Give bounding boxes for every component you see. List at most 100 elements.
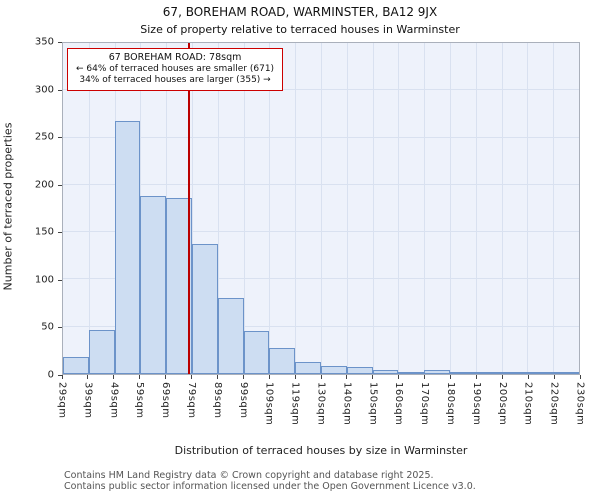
x-tick-mark — [579, 375, 581, 379]
histogram-bar — [501, 372, 528, 374]
histogram-bar — [346, 367, 373, 374]
x-tick-label: 130sqm — [315, 382, 327, 426]
v-gridline — [450, 43, 451, 374]
y-tick-label: 250 — [34, 131, 54, 143]
histogram-bar — [192, 243, 218, 374]
v-gridline — [192, 43, 193, 374]
y-tick-label: 150 — [34, 226, 54, 238]
x-tick-label: 49sqm — [108, 382, 120, 419]
x-tick-label: 109sqm — [263, 382, 275, 426]
histogram-bar — [424, 370, 450, 374]
x-tick-mark — [216, 375, 218, 379]
y-tick-label: 200 — [34, 179, 54, 191]
chart-subtitle: Size of property relative to terraced ho… — [140, 23, 460, 36]
x-tick-label: 230sqm — [574, 382, 586, 426]
histogram-bar — [450, 372, 476, 374]
histogram-bar — [63, 356, 89, 374]
x-tick-mark — [242, 375, 244, 379]
y-axis: 0 50 100 150 200 250 300 350 — [0, 37, 62, 381]
x-tick-mark — [268, 375, 270, 379]
v-gridline — [475, 43, 477, 374]
y-tick-mark — [58, 327, 62, 329]
histogram-bar — [243, 330, 270, 374]
x-tick-mark — [346, 375, 348, 379]
x-tick-label: 170sqm — [419, 382, 431, 426]
footer-attribution-line2: Contains public sector information licen… — [64, 481, 476, 492]
v-gridline — [553, 43, 555, 374]
x-tick-mark — [527, 375, 529, 379]
y-tick-mark — [58, 184, 62, 186]
x-tick-label: 119sqm — [289, 382, 301, 426]
histogram-bar — [321, 365, 347, 374]
footer-attribution-line1: Contains HM Land Registry data © Crown c… — [64, 470, 434, 481]
v-gridline — [501, 43, 503, 374]
annotation-box: 67 BOREHAM ROAD: 78sqm ← 64% of terraced… — [67, 48, 284, 91]
x-tick-mark — [398, 375, 400, 379]
x-tick-label: 79sqm — [186, 382, 197, 419]
y-tick-mark — [58, 279, 62, 281]
x-tick-label: 220sqm — [548, 382, 560, 426]
histogram-bar — [269, 347, 296, 374]
y-tick-mark — [58, 89, 62, 91]
v-gridline — [398, 43, 400, 374]
annotation-larger-line: 34% of terraced houses are larger (355) … — [79, 75, 271, 85]
x-tick-label: 140sqm — [341, 382, 353, 426]
x-tick-mark — [139, 375, 141, 379]
x-tick-label: 180sqm — [445, 382, 456, 426]
y-tick-label: 300 — [34, 84, 54, 96]
plot-area: 67 BOREHAM ROAD: 78sqm ← 64% of terraced… — [62, 42, 580, 375]
x-tick-mark — [450, 375, 451, 379]
property-size-marker-line — [188, 43, 191, 374]
histogram-bar — [372, 370, 399, 374]
histogram-bar — [217, 298, 244, 374]
annotation-property-line: 67 BOREHAM ROAD: 78sqm — [108, 52, 242, 63]
histogram-bar — [527, 372, 554, 374]
x-tick-mark — [320, 375, 322, 379]
x-tick-label: 200sqm — [496, 382, 508, 426]
x-tick-label: 89sqm — [211, 382, 223, 419]
x-tick-mark — [61, 375, 63, 379]
x-tick-label: 99sqm — [237, 382, 249, 419]
x-tick-mark — [475, 375, 477, 379]
v-gridline — [88, 43, 90, 374]
x-tick-label: 69sqm — [160, 382, 172, 419]
x-tick-mark — [553, 375, 555, 379]
x-tick-mark — [113, 375, 115, 379]
histogram-bar — [166, 198, 192, 374]
v-gridline — [424, 43, 426, 374]
chart-title: 67, BOREHAM ROAD, WARMINSTER, BA12 9JX — [162, 5, 438, 19]
histogram-bar — [88, 329, 115, 374]
v-gridline — [217, 43, 219, 374]
v-gridline — [321, 43, 322, 374]
histogram-bar — [475, 372, 502, 374]
x-tick-label: 190sqm — [470, 382, 482, 426]
x-tick-mark — [372, 375, 374, 379]
y-tick-mark — [58, 42, 62, 43]
x-tick-mark — [87, 375, 89, 379]
histogram-bar — [553, 372, 579, 374]
v-gridline — [372, 43, 374, 374]
v-gridline — [346, 43, 348, 374]
y-tick-label: 350 — [34, 36, 54, 48]
annotation-smaller-line: ← 64% of terraced houses are smaller (67… — [76, 63, 275, 74]
y-tick-mark — [58, 375, 62, 376]
v-gridline — [269, 43, 271, 374]
x-tick-label: 210sqm — [522, 382, 534, 426]
y-tick-label: 100 — [34, 274, 54, 286]
v-gridline — [295, 43, 297, 374]
v-gridline — [243, 43, 245, 374]
y-tick-mark — [58, 137, 62, 139]
x-tick-label: 29sqm — [56, 382, 68, 419]
histogram-bar — [295, 361, 321, 374]
y-tick-label: 0 — [47, 369, 54, 381]
histogram-bar — [140, 196, 167, 374]
histogram-bar — [398, 372, 425, 374]
histogram-bar — [114, 120, 141, 374]
x-tick-label: 59sqm — [134, 382, 146, 419]
x-axis-label: Distribution of terraced houses by size … — [174, 444, 468, 457]
x-tick-label: 160sqm — [393, 382, 405, 426]
x-tick-mark — [165, 375, 167, 379]
x-tick-label: 150sqm — [367, 382, 379, 426]
y-tick-mark — [58, 232, 62, 234]
